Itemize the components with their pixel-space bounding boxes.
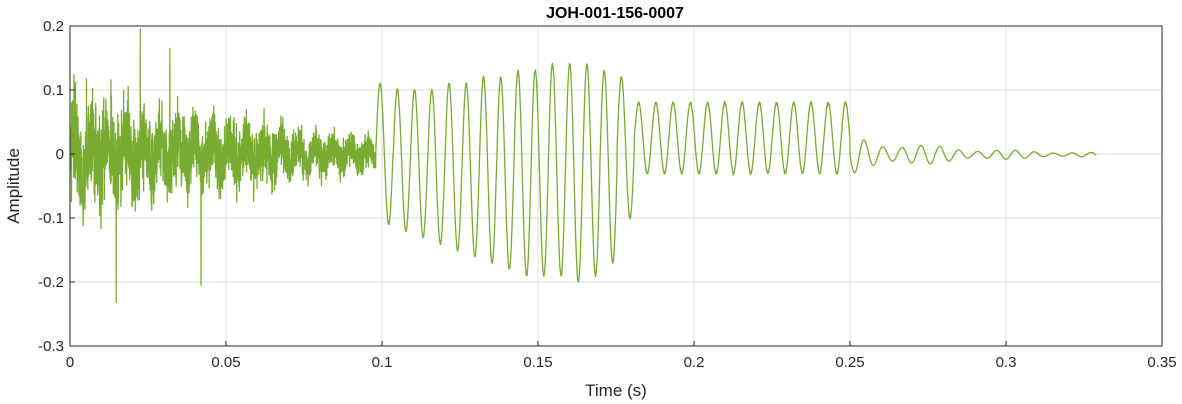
x-tick-label: 0.25 (835, 354, 864, 371)
x-tick-label: 0.1 (372, 354, 393, 371)
y-axis-title: Amplitude (4, 148, 23, 224)
y-tick-label: 0.1 (43, 82, 64, 99)
y-tick-label: 0 (56, 146, 64, 163)
x-tick-label: 0 (66, 354, 74, 371)
chart-title: JOH-001-156-0007 (546, 5, 684, 22)
y-tick-label: -0.1 (38, 210, 64, 227)
y-tick-label: -0.2 (38, 274, 64, 291)
x-axis-title: Time (s) (585, 381, 647, 400)
series-line (70, 28, 1097, 304)
x-tick-label: 0.15 (523, 354, 552, 371)
y-tick-label: 0.2 (43, 18, 64, 35)
y-axis: -0.3 -0.2 -0.1 0 0.1 0.2 (38, 18, 75, 355)
x-tick-label: 0.05 (211, 354, 240, 371)
axes-box (69, 25, 1163, 347)
x-tick-label: 0.35 (1147, 354, 1176, 371)
x-tick-label: 0.2 (684, 354, 705, 371)
x-tick-label: 0.3 (996, 354, 1017, 371)
y-tick-label: -0.3 (38, 338, 64, 355)
data-series (70, 28, 1097, 304)
x-axis: 0 0.05 0.1 0.15 0.2 0.25 0.3 0.35 (66, 341, 1177, 371)
